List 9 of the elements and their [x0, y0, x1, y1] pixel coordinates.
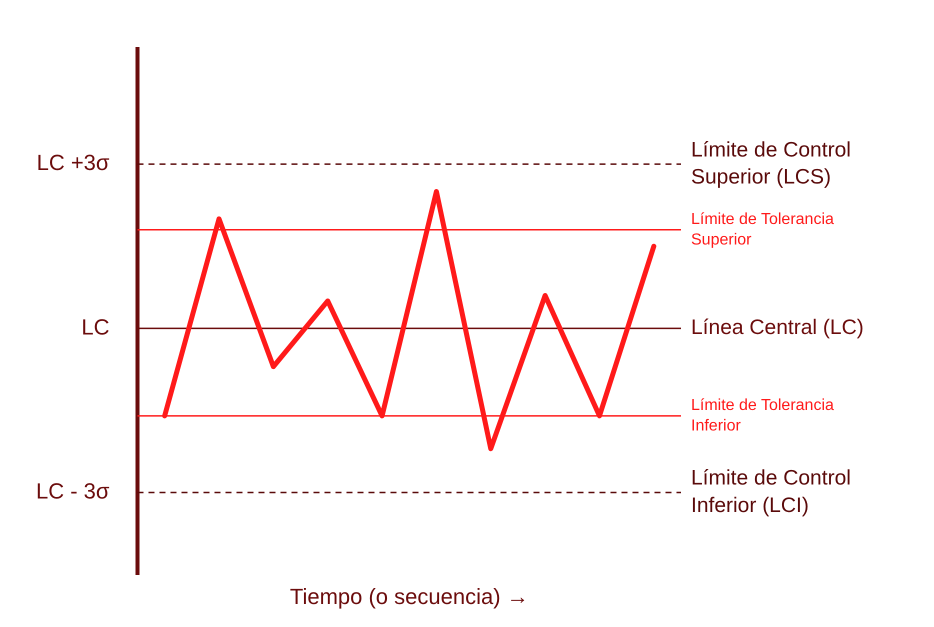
y-tick-label: LC +3σ: [36, 150, 110, 176]
ref-line-label: Límite de Control Superior (LCS): [691, 138, 851, 189]
y-tick-label: LC: [81, 314, 110, 340]
ref-line-label: Límite de Tolerancia Superior: [691, 210, 834, 249]
ref-line-label: Límite de Tolerancia Inferior: [691, 396, 834, 435]
y-tick-label: LC - 3σ: [36, 478, 110, 504]
ref-line-label: Límite de Control Inferior (LCI): [691, 466, 851, 517]
ref-line-label: Línea Central (LC): [691, 316, 864, 340]
x-axis-title: Tiempo (o secuencia) →: [290, 584, 529, 609]
